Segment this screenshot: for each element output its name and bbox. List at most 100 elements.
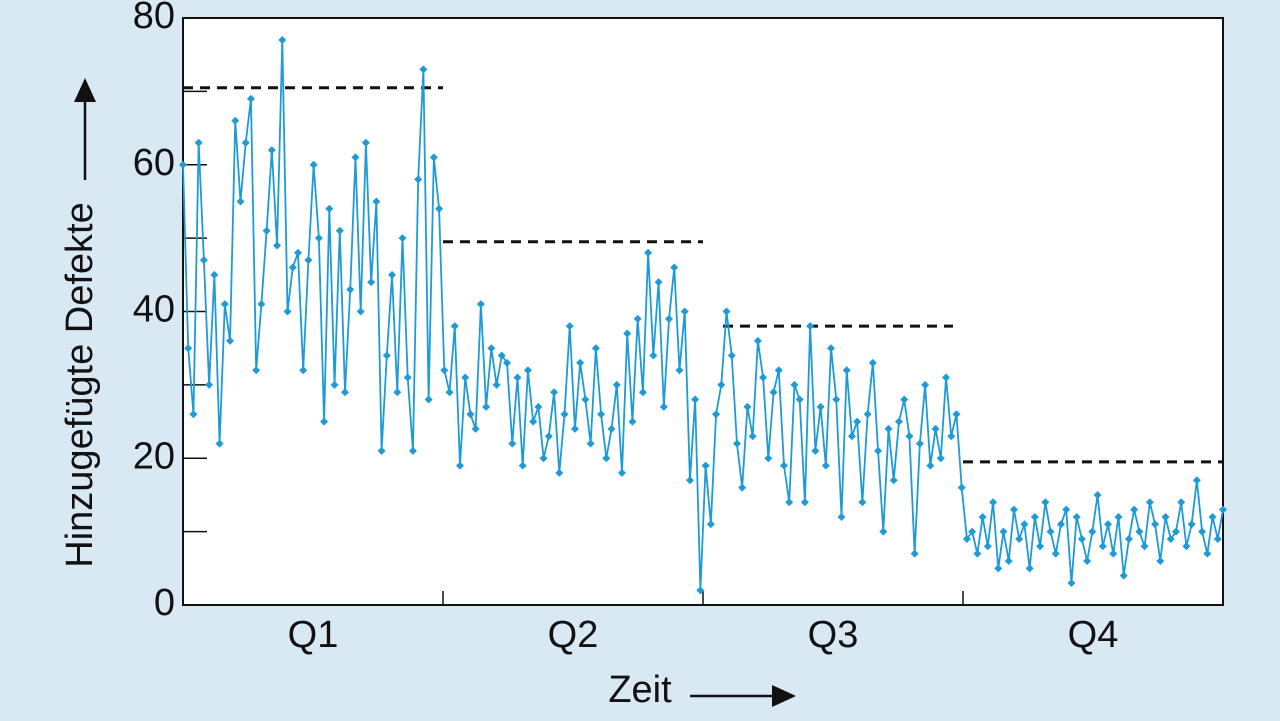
data-point — [419, 65, 428, 74]
data-point — [868, 358, 877, 367]
data-point — [226, 336, 235, 345]
data-point — [189, 410, 198, 419]
data-point — [915, 439, 924, 448]
data-point — [341, 388, 350, 397]
data-point — [628, 417, 637, 426]
data-point — [1093, 490, 1102, 499]
data-point — [445, 388, 454, 397]
data-point — [346, 285, 355, 294]
data-point — [382, 351, 391, 360]
data-point — [685, 476, 694, 485]
data-point — [356, 307, 365, 316]
y-tick-label: 40 — [133, 289, 175, 331]
data-point — [837, 512, 846, 521]
data-point — [513, 373, 522, 382]
y-tick-label: 20 — [133, 435, 175, 477]
y-arrow-head — [74, 78, 96, 102]
data-point — [497, 351, 506, 360]
data-point — [659, 402, 668, 411]
data-point — [602, 454, 611, 463]
y-tick-label: 60 — [133, 142, 175, 184]
data-point — [1072, 512, 1081, 521]
y-axis-label: Hinzugefügte Defekte — [59, 202, 101, 567]
data-point — [1041, 498, 1050, 507]
data-point — [576, 358, 585, 367]
data-point — [962, 534, 971, 543]
data-point — [832, 395, 841, 404]
data-point — [623, 329, 632, 338]
data-point — [947, 432, 956, 441]
data-point — [1025, 564, 1034, 573]
data-point — [1145, 498, 1154, 507]
data-point — [712, 410, 721, 419]
data-point — [670, 263, 679, 272]
data-point — [644, 248, 653, 257]
data-point — [706, 520, 715, 529]
data-point — [1177, 498, 1186, 507]
data-point — [1067, 578, 1076, 587]
data-point — [1004, 556, 1013, 565]
data-point — [461, 373, 470, 382]
data-point — [199, 256, 208, 265]
data-point — [874, 446, 883, 455]
data-point — [889, 476, 898, 485]
data-point — [1203, 549, 1212, 558]
data-point — [205, 380, 214, 389]
data-point — [936, 454, 945, 463]
data-point — [215, 439, 224, 448]
data-point — [351, 153, 360, 162]
data-point — [1219, 505, 1227, 514]
data-point — [1109, 549, 1118, 558]
data-point — [435, 204, 444, 213]
data-point — [539, 454, 548, 463]
data-point — [1130, 505, 1139, 514]
data-point — [1156, 556, 1165, 565]
data-point — [1161, 512, 1170, 521]
data-point — [330, 380, 339, 389]
data-point — [931, 424, 940, 433]
data-point — [649, 351, 658, 360]
data-point — [570, 424, 579, 433]
data-point — [518, 461, 527, 470]
data-point — [288, 263, 297, 272]
data-point — [701, 461, 710, 470]
data-point — [372, 197, 381, 206]
data-point — [476, 300, 485, 309]
data-point — [785, 498, 794, 507]
data-point — [455, 461, 464, 470]
data-point — [581, 395, 590, 404]
data-point — [863, 410, 872, 419]
data-point — [900, 395, 909, 404]
data-point — [236, 197, 245, 206]
data-point — [717, 380, 726, 389]
data-point — [179, 160, 187, 169]
data-point — [968, 527, 977, 536]
data-point — [696, 586, 705, 595]
data-point — [894, 417, 903, 426]
data-point — [738, 483, 747, 492]
data-point — [309, 160, 318, 169]
data-point — [393, 388, 402, 397]
data-point — [246, 94, 255, 103]
data-point — [680, 307, 689, 316]
data-point — [983, 542, 992, 551]
data-point — [978, 512, 987, 521]
data-point — [926, 461, 935, 470]
data-point — [910, 549, 919, 558]
data-point — [1056, 520, 1065, 529]
data-point — [210, 270, 219, 279]
data-point — [550, 388, 559, 397]
data-point — [1046, 527, 1055, 536]
data-point — [675, 366, 684, 375]
data-point — [267, 146, 276, 155]
y-tick-label: 80 — [133, 0, 175, 37]
data-point — [994, 564, 1003, 573]
data-point — [957, 483, 966, 492]
data-point — [424, 395, 433, 404]
data-point — [377, 446, 386, 455]
data-point — [560, 410, 569, 419]
x-arrow-head — [772, 685, 796, 707]
data-point — [1051, 549, 1060, 558]
